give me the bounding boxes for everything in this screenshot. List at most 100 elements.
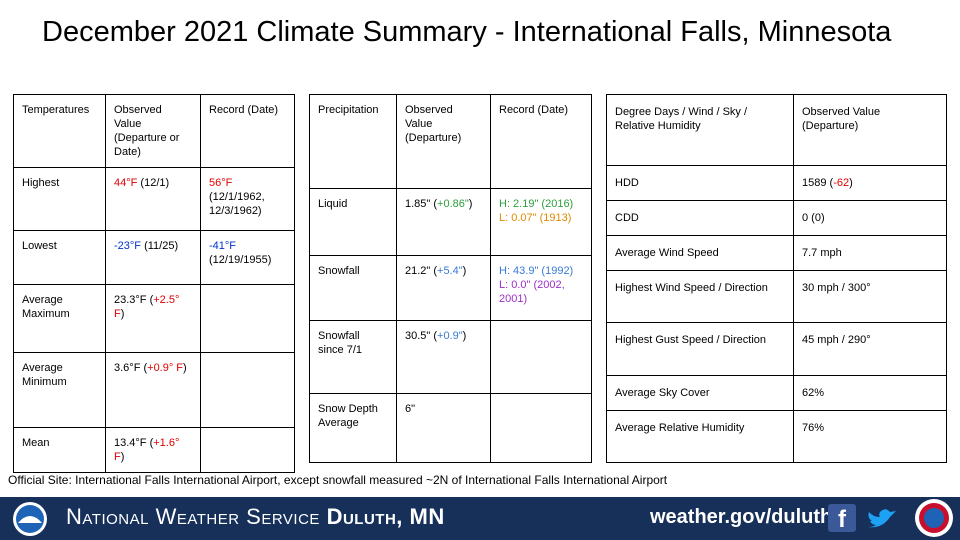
table-row: Mean 13.4°F (+1.6° F): [13, 427, 295, 473]
cell-line: Observed Value (Departure): [802, 105, 938, 133]
cell-text: ): [462, 265, 467, 277]
table-cell: Average Wind Speed: [606, 235, 794, 271]
table-row: Degree Days / Wind / Sky / Relative Humi…: [606, 94, 947, 166]
cell-line: L: 0.07" (1913): [499, 211, 583, 225]
cell-line: 13.4°F (+1.6° F): [114, 436, 192, 464]
cell-text: Highest Gust Speed / Direction: [615, 334, 767, 346]
cell-text: -62: [833, 177, 850, 189]
table-cell: 3.6°F (+0.9° F): [105, 352, 201, 428]
cell-text: ): [468, 198, 473, 210]
table-cell: Highest Wind Speed / Direction: [606, 270, 794, 323]
cell-text: L: 0.07" (1913): [499, 212, 572, 224]
table-row: Snowfall 21.2" (+5.4") H: 43.9" (1992) L: 0…: [309, 255, 592, 321]
cell-text: +0.86": [437, 198, 469, 210]
cell-text: 21.2" (: [405, 265, 438, 277]
cell-text: 23.3°F (: [114, 294, 154, 306]
cell-line: 7.7 mph: [802, 246, 938, 260]
table-cell: Highest: [13, 167, 106, 231]
table-cell: 7.7 mph: [793, 235, 947, 271]
cell-line: Observed Value (Departure or Date): [114, 103, 192, 159]
cell-line: CDD: [615, 211, 785, 225]
cell-text: CDD: [615, 212, 639, 224]
cell-text: 6": [405, 403, 416, 415]
cell-line: 0 (0): [802, 211, 938, 225]
header-cell: Record (Date): [490, 94, 592, 189]
cell-line: Liquid: [318, 197, 388, 211]
table-cell: 76%: [793, 410, 947, 463]
cell-line: 30.5" (+0.9"): [405, 329, 482, 343]
cell-text: 3.6°F (: [114, 362, 148, 374]
table-cell: Snow Depth Average: [309, 393, 397, 463]
table-cell: 30 mph / 300°: [793, 270, 947, 323]
cell-text: 13.4°F (: [114, 437, 154, 449]
cell-text: -23°F: [114, 240, 142, 252]
cell-text: +1.6° F: [114, 437, 180, 463]
table-cell: 6": [396, 393, 491, 463]
cell-text: ): [462, 330, 467, 342]
table-row: Highest Gust Speed / Direction 45 mph / 2…: [606, 322, 947, 376]
table-cell: 62%: [793, 375, 947, 411]
cell-text: HDD: [615, 177, 639, 189]
cell-text: Highest Wind Speed / Direction: [615, 282, 768, 294]
table-cell: Liquid: [309, 188, 397, 256]
table-cell: 30.5" (+0.9"): [396, 320, 491, 394]
table-row: Average Relative Humidity 76%: [606, 410, 947, 463]
cell-line: H: 43.9" (1992): [499, 264, 583, 278]
table-cell: [490, 320, 592, 394]
table-cell: 44°F (12/1): [105, 167, 201, 231]
cell-text: Observed Value (Departure or Date): [114, 104, 180, 158]
cell-text: (12/1): [137, 177, 170, 189]
header-cell: Record (Date): [200, 94, 295, 168]
table-cell: -23°F (11/25): [105, 230, 201, 285]
cell-line: 44°F (12/1): [114, 176, 192, 190]
cell-text: 7.7 mph: [802, 247, 842, 259]
cell-text: ): [120, 308, 125, 320]
cell-text: (12/1/1962, 12/3/1962): [209, 191, 265, 217]
table-row: Average Maximum 23.3°F (+2.5° F): [13, 284, 295, 353]
table-cell: Average Minimum: [13, 352, 106, 428]
cell-line: Temperatures: [22, 103, 97, 117]
cell-text: H: 43.9" (1992): [499, 265, 574, 277]
cell-line: Record (Date): [499, 103, 583, 117]
cell-line: Highest Gust Speed / Direction: [615, 333, 785, 347]
table-cell: 1.85" (+0.86"): [396, 188, 491, 256]
table-row: Average Wind Speed 7.7 mph: [606, 235, 947, 271]
cell-line: 1589 (-62): [802, 176, 938, 190]
agency-name: National Weather Service Duluth, MN: [66, 504, 445, 530]
cell-text: 1589 (: [802, 177, 834, 189]
cell-text: Average Wind Speed: [615, 247, 719, 259]
header-cell: Precipitation: [309, 94, 397, 189]
cell-line: Precipitation: [318, 103, 388, 117]
cell-line: Average Minimum: [22, 361, 97, 389]
table-cell: Mean: [13, 427, 106, 473]
temperature-table: Temperatures Observed Value (Departure or…: [13, 94, 295, 473]
table-cell: 23.3°F (+2.5° F): [105, 284, 201, 353]
cell-line: L: 0.0" (2002, 2001): [499, 278, 583, 306]
cell-line: Lowest: [22, 239, 97, 253]
cell-text: 1.85" (: [405, 198, 438, 210]
cell-text: 30.5" (: [405, 330, 438, 342]
table-cell: Highest Gust Speed / Direction: [606, 322, 794, 376]
cell-text: 62%: [802, 387, 825, 399]
cell-line: Highest: [22, 176, 97, 190]
cell-line: 76%: [802, 421, 938, 435]
cell-line: 56°F (12/1/1962, 12/3/1962): [209, 176, 286, 218]
cell-line: 30 mph / 300°: [802, 281, 938, 295]
cell-line: 23.3°F (+2.5° F): [114, 293, 192, 321]
cell-line: Observed Value (Departure): [405, 103, 482, 145]
cell-line: Snowfall since 7/1: [318, 329, 388, 357]
cell-line: -41°F (12/19/1955): [209, 239, 286, 267]
table-row: Highest 44°F (12/1) 56°F (12/1/1962, 12/3/…: [13, 167, 295, 231]
cell-text: Temperatures: [22, 104, 90, 116]
cell-line: HDD: [615, 176, 785, 190]
cell-text: -41°F: [209, 240, 237, 252]
social-icons: f: [828, 499, 953, 537]
cell-line: Mean: [22, 436, 97, 450]
website: weather.gov/duluth: [650, 506, 833, 528]
cell-text: Highest: [22, 177, 60, 189]
cell-line: Average Relative Humidity: [615, 421, 785, 435]
cell-text: Average Minimum: [22, 362, 67, 388]
header-cell: Observed Value (Departure): [793, 94, 947, 166]
table-cell: 56°F (12/1/1962, 12/3/1962): [200, 167, 295, 231]
